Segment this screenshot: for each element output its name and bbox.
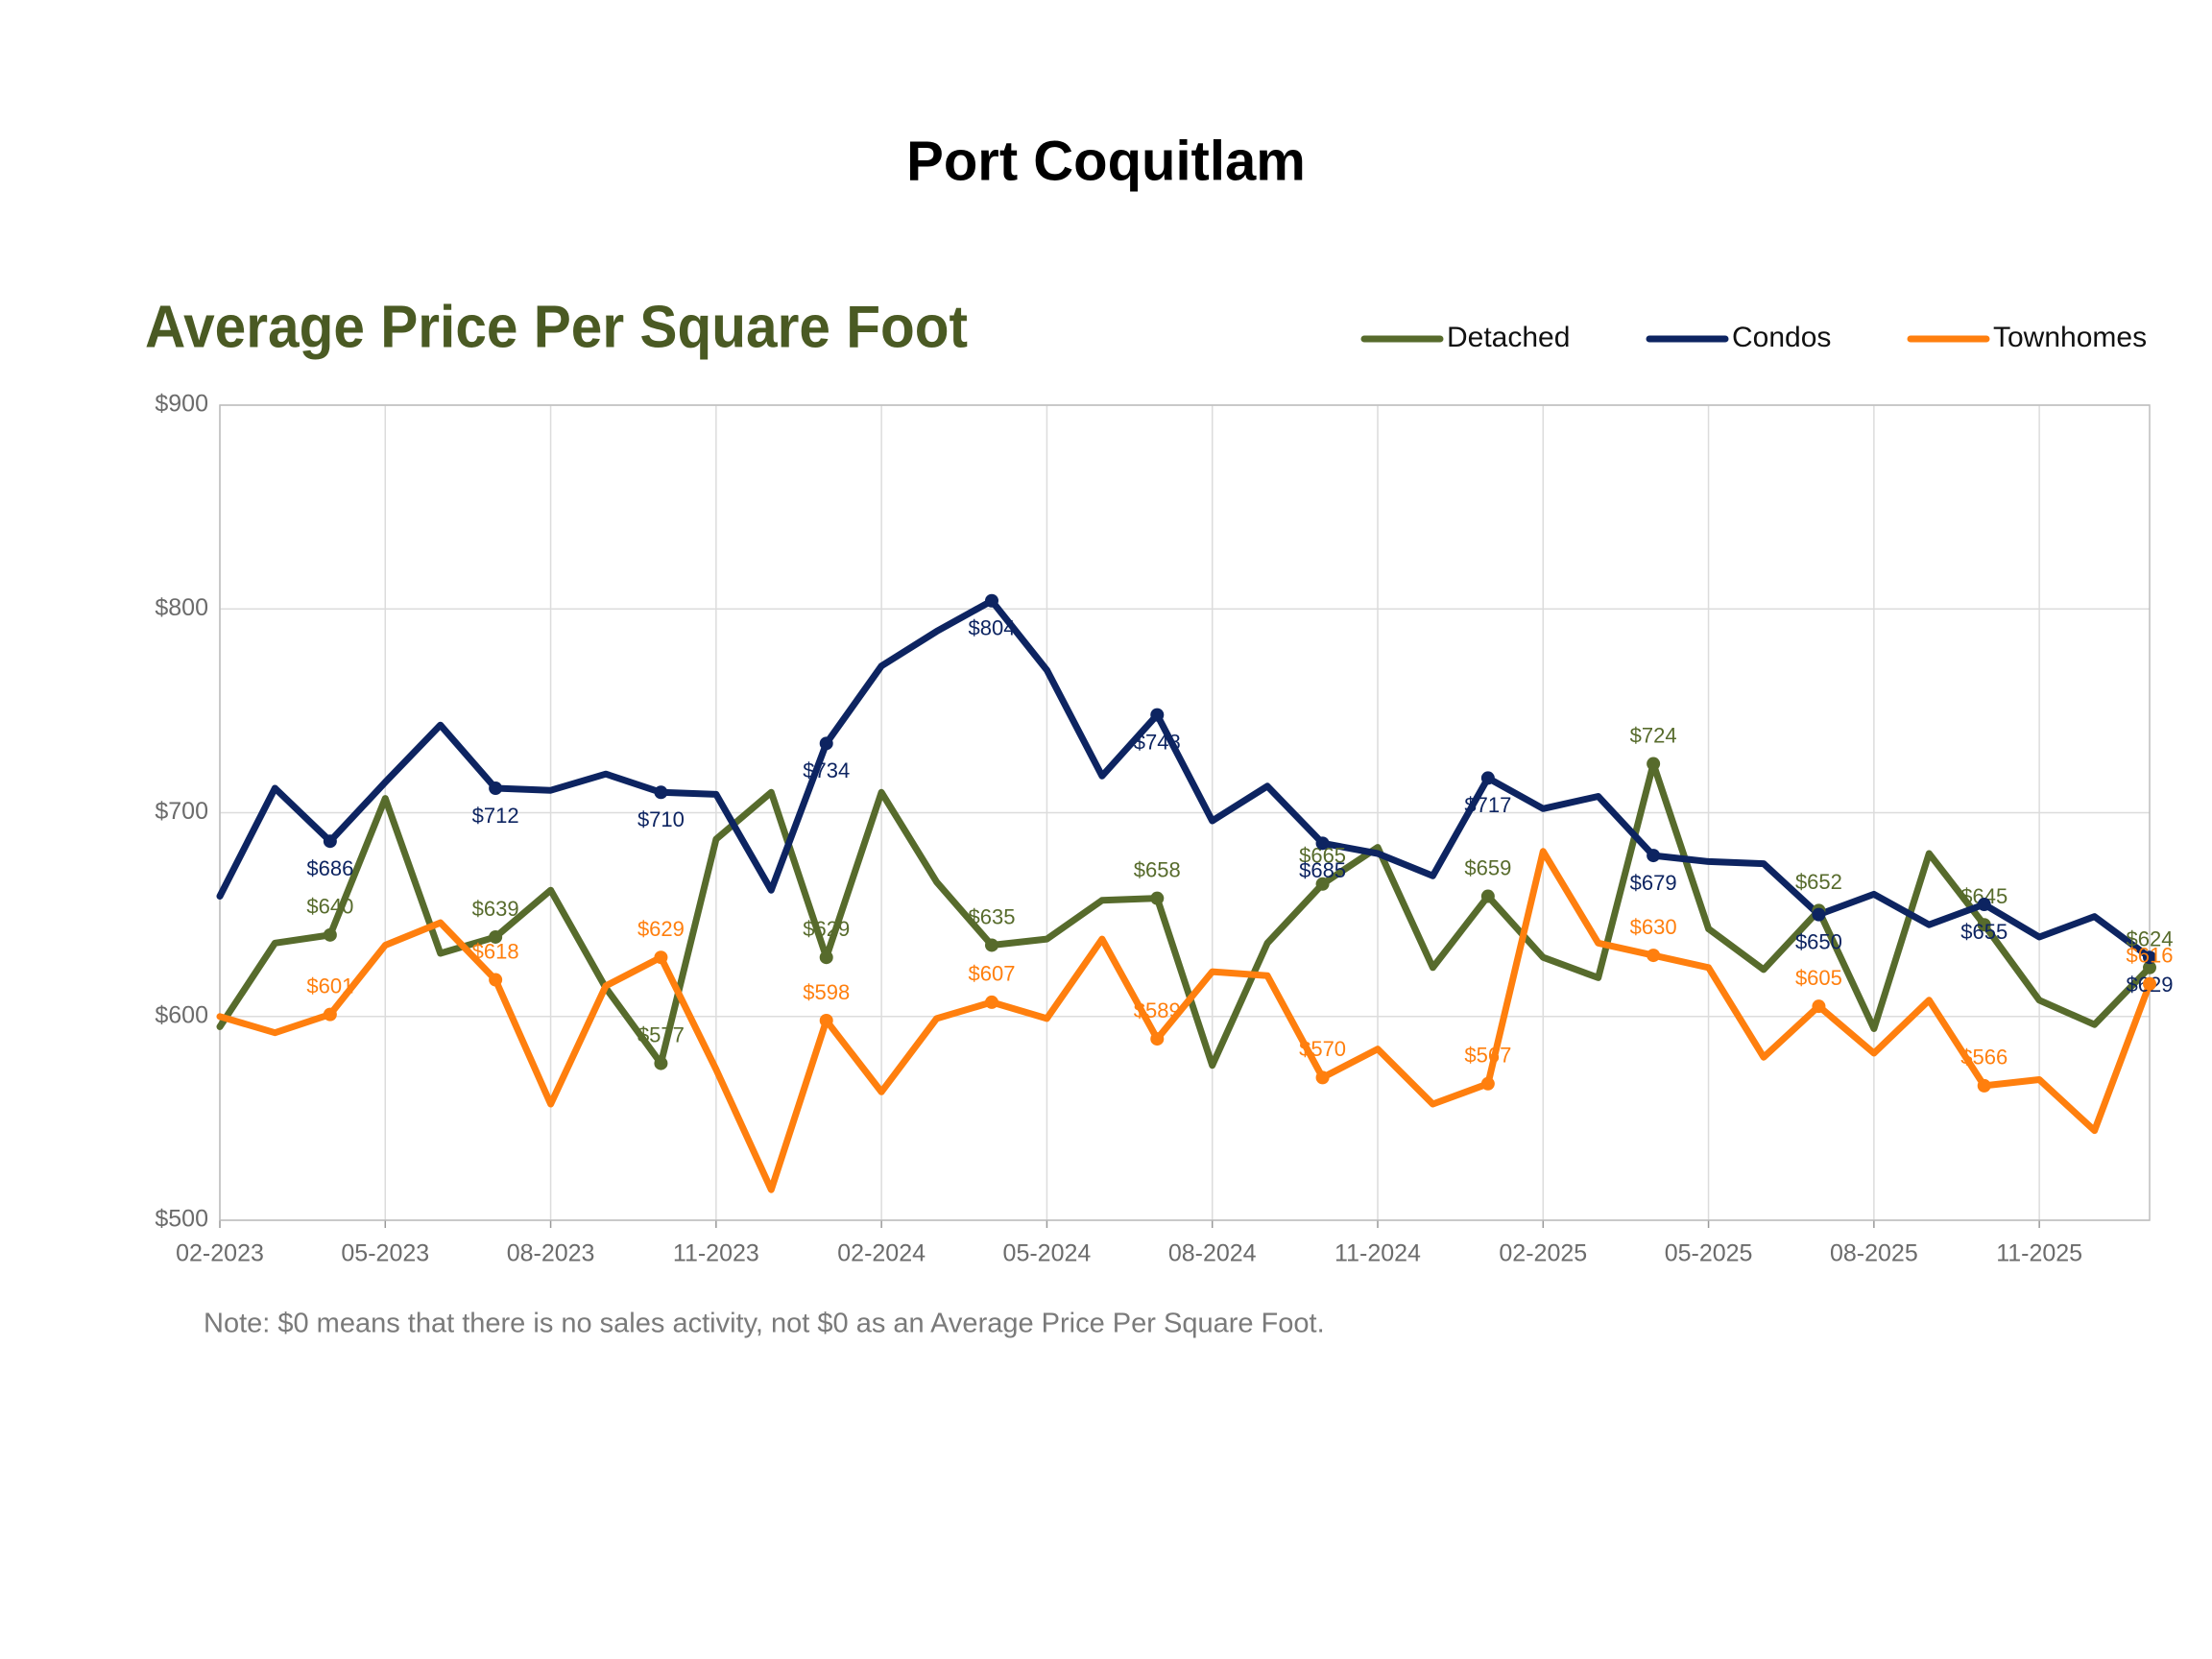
x-tick-label: 11-2023	[673, 1240, 759, 1267]
series-line	[216, 760, 2153, 1070]
legend-label: Detached	[1447, 322, 1570, 353]
data-label: $577	[637, 1022, 685, 1046]
data-point	[323, 927, 337, 942]
data-point	[1150, 1032, 1165, 1046]
data-label: $639	[472, 897, 519, 921]
x-tick-label: 05-2023	[341, 1240, 429, 1267]
data-label: $605	[1795, 966, 1842, 990]
data-label: $712	[472, 804, 519, 828]
data-point	[1647, 757, 1661, 771]
data-label: $624	[2127, 927, 2174, 951]
data-point	[1647, 849, 1661, 863]
data-point	[1315, 836, 1330, 851]
data-label: $567	[1464, 1044, 1511, 1068]
data-point	[1315, 877, 1330, 891]
data-label: $685	[1299, 858, 1346, 882]
data-label: $655	[1960, 920, 2008, 944]
data-label: $616	[2127, 944, 2174, 968]
data-label: $686	[306, 856, 353, 880]
data-label: $734	[803, 758, 850, 782]
data-point	[819, 1013, 833, 1027]
data-label: $629	[803, 917, 850, 941]
y-tick-label: $800	[155, 594, 208, 621]
y-tick-label: $500	[155, 1206, 208, 1233]
data-label: $601	[306, 974, 353, 998]
data-point	[1647, 949, 1661, 963]
data-point	[2143, 960, 2156, 974]
data-point	[654, 950, 668, 965]
note: Note: $0 means that there is no sales ac…	[204, 1309, 1325, 1339]
data-point	[2143, 950, 2156, 965]
data-point	[1812, 999, 1826, 1014]
series-line	[216, 848, 2153, 1193]
data-point	[489, 973, 503, 987]
data-point	[1480, 889, 1495, 903]
data-label: $724	[1630, 723, 1677, 747]
data-point	[1977, 898, 1991, 912]
data-point	[323, 834, 337, 849]
x-tick-label: 05-2025	[1665, 1240, 1753, 1267]
data-label: $804	[969, 616, 1016, 640]
data-point	[1480, 1076, 1495, 1091]
x-tick-label: 02-2024	[837, 1240, 926, 1267]
x-tick-label: 11-2025	[1996, 1240, 2082, 1267]
x-tick-label: 08-2024	[1168, 1240, 1257, 1267]
data-point	[985, 938, 998, 952]
data-point	[654, 1056, 668, 1070]
data-point	[2143, 976, 2156, 991]
x-tick-label: 08-2025	[1830, 1240, 1918, 1267]
data-point	[1977, 918, 1991, 932]
legend-label: Condos	[1732, 322, 1831, 353]
data-point	[985, 593, 998, 608]
x-tick-label: 02-2023	[176, 1240, 264, 1267]
x-tick-label: 02-2025	[1499, 1240, 1587, 1267]
data-label: $630	[1630, 915, 1677, 939]
data-label: $570	[1299, 1037, 1346, 1061]
data-point	[1150, 708, 1165, 722]
plot-border	[219, 404, 2151, 1221]
data-label: $659	[1464, 855, 1511, 879]
data-label: $710	[637, 807, 685, 831]
data-point	[654, 785, 668, 800]
data-point	[819, 736, 833, 751]
data-point	[489, 781, 503, 796]
data-point	[1812, 907, 1826, 922]
y-tick-label: $700	[155, 798, 208, 825]
page-title: Port Coquitlam	[906, 130, 1306, 192]
data-label: $629	[637, 917, 685, 941]
data-label: $650	[1795, 929, 1842, 953]
data-point	[1977, 1078, 1991, 1093]
data-point	[1315, 1070, 1330, 1085]
data-label: $618	[472, 939, 519, 963]
series-line	[216, 597, 2153, 961]
x-tick-label: 08-2023	[507, 1240, 595, 1267]
data-point	[1480, 771, 1495, 785]
data-label: $589	[1134, 998, 1181, 1022]
data-label: $717	[1464, 793, 1511, 817]
data-label: $566	[1960, 1046, 2008, 1070]
data-point	[323, 1007, 337, 1022]
data-label: $640	[306, 895, 353, 919]
data-label: $635	[969, 904, 1016, 928]
data-point	[985, 995, 998, 1009]
data-label: $652	[1795, 870, 1842, 894]
data-label: $679	[1630, 871, 1677, 895]
legend-label: Townhomes	[1993, 322, 2147, 353]
y-tick-label: $600	[155, 1001, 208, 1028]
data-label: $658	[1134, 857, 1181, 881]
data-label: $607	[969, 962, 1016, 986]
data-point	[1150, 891, 1165, 905]
data-label: $748	[1134, 730, 1181, 754]
x-tick-label: 11-2024	[1334, 1240, 1421, 1267]
data-point	[819, 950, 833, 965]
y-tick-label: $900	[155, 391, 208, 418]
x-tick-label: 05-2024	[1003, 1240, 1092, 1267]
data-point	[489, 929, 503, 944]
chart-title: Average Price Per Square Foot	[145, 294, 968, 360]
data-label: $598	[803, 980, 850, 1004]
